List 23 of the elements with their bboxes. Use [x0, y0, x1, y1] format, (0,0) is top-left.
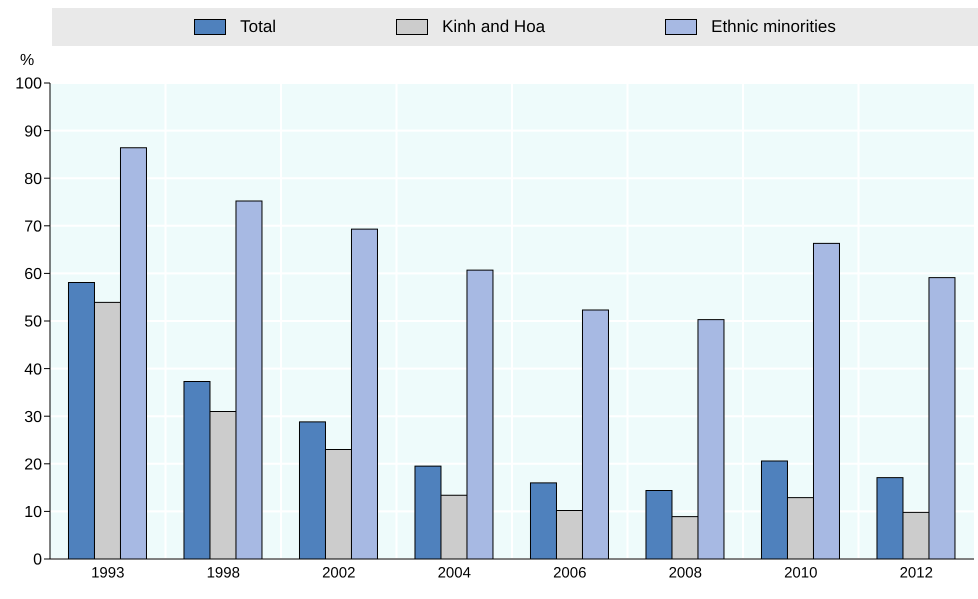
x-tick-label: 1993 — [91, 564, 124, 582]
y-axis-title: % — [20, 52, 34, 70]
y-tick-label: 0 — [33, 552, 42, 569]
x-tick-label: 2002 — [322, 564, 356, 582]
legend-label: Total — [240, 17, 276, 37]
x-tick-label: 2010 — [784, 564, 818, 582]
y-tick-label: 100 — [15, 76, 42, 93]
legend-label: Ethnic minorities — [711, 17, 836, 37]
y-tick-label: 60 — [24, 266, 42, 284]
y-tick-label: 20 — [24, 456, 42, 474]
legend-label: Kinh and Hoa — [442, 17, 546, 37]
y-tick-label: 40 — [24, 361, 42, 378]
x-tick-label: 2004 — [438, 564, 471, 582]
y-tick-label: 90 — [24, 123, 42, 140]
y-tick-label: 10 — [24, 504, 42, 522]
y-tick-label: 80 — [24, 170, 42, 188]
y-tick-label: 30 — [24, 408, 42, 426]
y-tick-label: 70 — [24, 218, 42, 236]
y-tick-label: 50 — [24, 314, 42, 331]
x-tick-label: 2006 — [553, 564, 586, 582]
x-tick-label: 2012 — [900, 564, 933, 582]
x-tick-label: 1998 — [206, 564, 240, 582]
x-tick-label: 2008 — [668, 564, 702, 582]
